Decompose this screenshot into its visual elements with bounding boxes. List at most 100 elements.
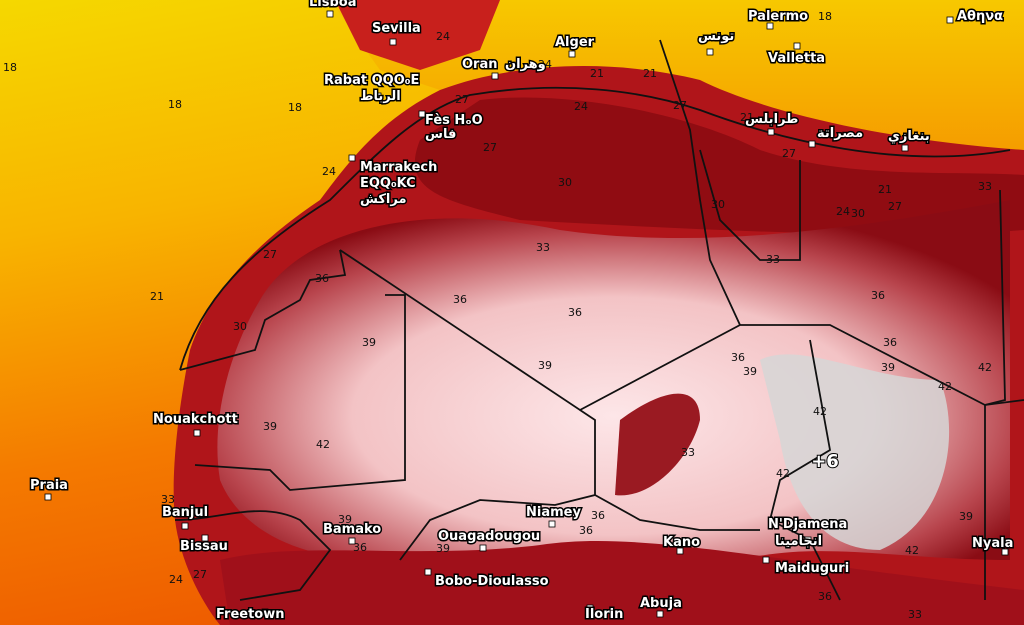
contour-label: 33: [536, 241, 550, 254]
contour-label: 42: [813, 405, 827, 418]
city-marker: [793, 42, 801, 50]
contour-label: 30: [558, 176, 572, 189]
border: [659, 39, 741, 326]
borders: [174, 39, 1024, 601]
contour-label: 36: [353, 541, 367, 554]
city-marker: [326, 10, 334, 18]
contour-label: 24: [169, 573, 183, 586]
city-label: Nyala: [972, 536, 1013, 551]
contour-label: 21: [150, 290, 164, 303]
grey-zone: [760, 354, 950, 550]
city-label: Niamey: [526, 505, 581, 520]
iberia: [335, 0, 500, 70]
contour-label: 33: [978, 180, 992, 193]
contour-label: 18: [3, 61, 17, 74]
city-label: Alger: [555, 35, 595, 50]
city-label: Ilorin: [585, 607, 623, 622]
city-marker: [808, 140, 816, 148]
city-label: فاس: [425, 127, 456, 142]
city-marker: [261, 608, 269, 616]
contour-label: 42: [776, 467, 790, 480]
city-marker: [193, 429, 201, 437]
contour-label: 36: [315, 272, 329, 285]
contour-label: 18: [818, 10, 832, 23]
city-marker: [201, 534, 209, 542]
hot-spot: [615, 393, 700, 496]
city-label: مراكش: [360, 192, 407, 207]
city-marker: [586, 604, 594, 612]
contour-label: 18: [288, 101, 302, 114]
contour-label: 36: [453, 293, 467, 306]
city-marker: [767, 128, 775, 136]
contour-label: 33: [681, 446, 695, 459]
city-marker: [348, 154, 356, 162]
hot-belt: [414, 97, 1024, 235]
contour-label: 36: [568, 306, 582, 319]
city-label: تونس: [698, 29, 734, 44]
city-marker: [548, 520, 556, 528]
city-marker: [491, 72, 499, 80]
contour-label: 39: [263, 420, 277, 433]
city-marker: [804, 536, 812, 544]
city-label: Abuja: [640, 596, 682, 611]
contour-label: 39: [881, 361, 895, 374]
contour-label: 24: [322, 165, 336, 178]
contour-labels: 18 18 18 18 21 24 24 21 21 24 21 27 27 27 27 24 27 30 30 30…: [3, 10, 992, 621]
city-label: Ouagadougou: [438, 529, 540, 544]
city-label: Banjul: [162, 505, 208, 520]
contour-label: 27: [263, 248, 277, 261]
contour-label: 24: [836, 205, 850, 218]
border: [174, 510, 332, 601]
city-marker: [946, 16, 954, 24]
city-label: Lisboa: [309, 0, 357, 10]
sahel: [220, 541, 1024, 625]
contour-label: 30: [233, 320, 247, 333]
contour-label: 36: [579, 524, 593, 537]
contour-label: 42: [905, 544, 919, 557]
city-marker: [1001, 548, 1009, 556]
contour-label: 30: [851, 207, 865, 220]
cities: Lisboa Sevilla Palermo Αθηνα تونس Alger Vallet…: [29, 0, 1015, 624]
contour-label: 42: [316, 438, 330, 451]
contour-label: 39: [959, 510, 973, 523]
contour-label: 36: [818, 590, 832, 603]
contour-label: 21: [643, 67, 657, 80]
border: [399, 409, 596, 561]
city-marker: [44, 493, 52, 501]
city-label: مصراتة: [817, 126, 863, 141]
coastline: [179, 86, 1011, 371]
contour-label: 30: [711, 198, 725, 211]
city-marker: [479, 544, 487, 552]
city-label: Praia: [30, 478, 68, 493]
contour-label: 21: [590, 67, 604, 80]
contour-label: 39: [538, 359, 552, 372]
city-marker: [656, 610, 664, 618]
contour-label: 39: [436, 542, 450, 555]
city-marker: [424, 568, 432, 576]
contour-label: 27: [483, 141, 497, 154]
city-marker: [389, 38, 397, 46]
contour-label: 39: [743, 365, 757, 378]
city-label: Kano: [663, 535, 700, 550]
city-marker: [374, 92, 382, 100]
city-marker: [418, 110, 426, 118]
border: [179, 249, 347, 371]
city-marker: [676, 547, 684, 555]
contour-label: +6: [811, 451, 839, 472]
contour-label: 33: [766, 253, 780, 266]
city-label: Oran: [462, 57, 498, 72]
contour-label: 21: [740, 111, 754, 124]
city-label: الرباط: [360, 89, 401, 104]
contour-label: 27: [782, 147, 796, 160]
contour-label: 27: [888, 200, 902, 213]
city-marker: [348, 537, 356, 545]
city-label: Valletta: [768, 51, 825, 66]
contour-label: 36: [731, 351, 745, 364]
city-marker: [901, 144, 909, 152]
border: [699, 149, 801, 261]
city-label: Maiduguri: [775, 561, 849, 576]
contour-label: 33: [908, 608, 922, 621]
city-marker: [762, 556, 770, 564]
city-label: Bissau: [180, 539, 228, 554]
city-label: N'Djamena: [768, 517, 847, 532]
